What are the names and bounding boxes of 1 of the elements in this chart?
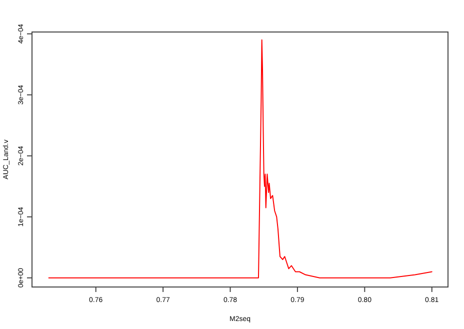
line-series [48, 39, 432, 278]
